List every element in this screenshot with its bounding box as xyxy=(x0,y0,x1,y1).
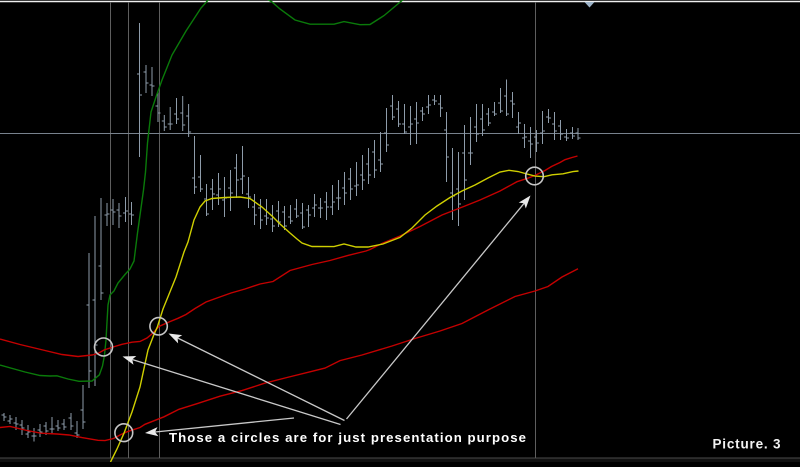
svg-text:Those a circles are for just p: Those a circles are for just presentatio… xyxy=(169,430,526,445)
svg-text:Picture. 3: Picture. 3 xyxy=(713,437,781,452)
